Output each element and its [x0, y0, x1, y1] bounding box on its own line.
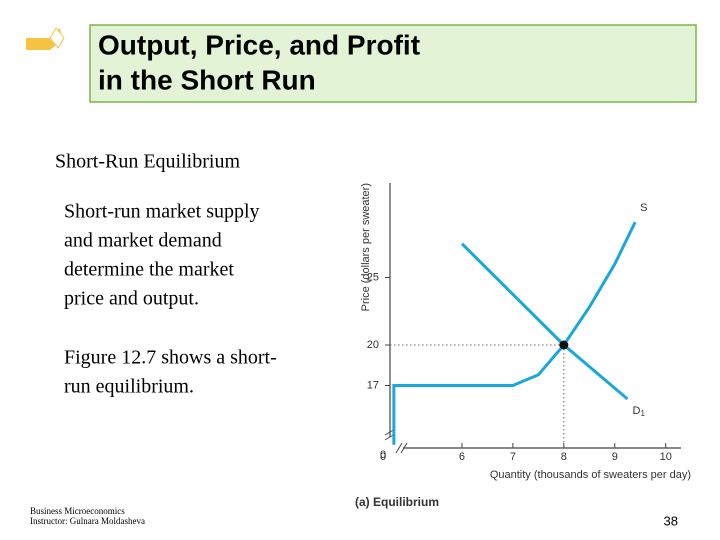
- body-text: determine the market: [64, 259, 234, 281]
- series-label: S: [640, 202, 647, 214]
- x-tick-label: 6: [459, 451, 465, 463]
- footer: Business Microeconomics: [30, 506, 125, 516]
- body-text: run equilibrium.: [64, 376, 194, 398]
- series-subscript: 1: [640, 409, 645, 418]
- y-tick-label: 17: [367, 379, 379, 391]
- x-axis-title: Quantity (thousands of sweaters per day): [490, 469, 691, 481]
- body-text: and market demand: [64, 230, 222, 252]
- series-line: [392, 221, 637, 445]
- y-tick-label: 20: [367, 339, 379, 351]
- x-tick-label: 8: [561, 451, 567, 463]
- bullet-icon: [26, 28, 62, 50]
- y-tick-label: 25: [367, 271, 379, 283]
- series-name: D: [633, 405, 641, 417]
- y-axis-title: Price (dollars per sweater): [360, 183, 372, 311]
- axis-break: [384, 428, 408, 454]
- y-tick-label: 0: [380, 449, 386, 461]
- caption: (a) Equilibrium: [355, 495, 439, 509]
- slide-title: in the Short Run: [98, 64, 316, 95]
- series-name: S: [640, 202, 647, 214]
- x-tick-label: 0: [380, 451, 386, 463]
- footer: Instructor: Gulnara Moldasheva: [30, 516, 145, 526]
- equilibrium-point: [559, 340, 569, 350]
- x-tick-label: 9: [612, 451, 618, 463]
- body-text: price and output.: [64, 288, 199, 310]
- heading: Short-Run Equilibrium: [55, 151, 240, 173]
- x-tick-label: 10: [660, 451, 672, 463]
- series-line: [460, 242, 629, 401]
- body-text: Figure 12.7 shows a short-: [64, 347, 277, 369]
- page-number: 38: [664, 513, 678, 528]
- body-text: Short-run market supply: [64, 201, 260, 223]
- title-box: [89, 24, 697, 103]
- series-label: D1: [633, 405, 646, 418]
- bullet-icon: [49, 27, 65, 49]
- x-tick-label: 7: [510, 451, 516, 463]
- slide-title: Output, Price, and Profit: [98, 29, 420, 60]
